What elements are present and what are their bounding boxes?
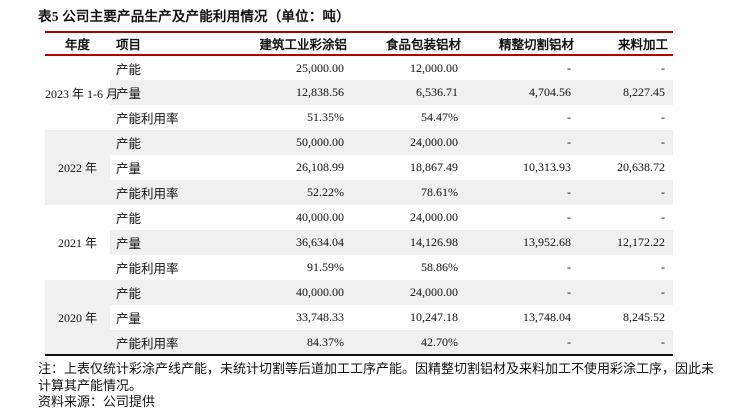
year-cell: 2023 年 1-6 月 <box>45 55 118 130</box>
value-cell: 54.47% <box>352 105 466 130</box>
value-cell: - <box>466 180 579 205</box>
item-cell: 产能 <box>110 280 222 305</box>
header-row: 年度 项目 建筑工业彩涂铝 食品包装铝材 精整切割铝材 来料加工 <box>45 32 673 56</box>
value-cell: - <box>579 55 673 80</box>
table-row: 2022 年 产能 50,000.00 24,000.00 - - <box>45 130 673 205</box>
year-cell: 2022 年 <box>45 130 110 205</box>
column-header-incoming-processing: 来料加工 <box>579 32 673 56</box>
value-cell: 12,000.00 <box>352 55 466 80</box>
table-row: 2020 年 产能 40,000.00 24,000.00 - - <box>45 280 673 355</box>
value-cell: 36,634.04 <box>222 230 352 255</box>
value-cell: 24,000.00 <box>352 205 466 230</box>
capacity-utilization-table: 年度 项目 建筑工业彩涂铝 食品包装铝材 精整切割铝材 来料加工 2023 年 … <box>45 31 673 356</box>
column-header-precision-cutting: 精整切割铝材 <box>466 32 579 56</box>
footnote: 注：上表仅统计彩涂产线产能，未统计切割等后道加工工序产能。因精整切割铝材及来料加… <box>38 361 715 393</box>
item-cell: 产能利用率 <box>110 255 222 280</box>
value-cell: - <box>466 280 579 305</box>
value-cell: - <box>579 255 673 280</box>
table-row: 产量 36,634.04 14,126.98 13,952.68 12,172.… <box>45 230 673 255</box>
column-header-item: 项目 <box>110 32 222 56</box>
value-cell: 24,000.00 <box>352 130 466 155</box>
value-cell: 8,245.52 <box>579 305 673 330</box>
value-cell: - <box>466 130 579 155</box>
value-cell: - <box>466 255 579 280</box>
value-cell: 13,748.04 <box>466 305 579 330</box>
table-row: 产能利用率 84.37% 42.70% - - <box>45 330 673 355</box>
value-cell: 25,000.00 <box>222 55 352 80</box>
value-cell: - <box>579 280 673 305</box>
value-cell: 40,000.00 <box>222 280 352 305</box>
value-cell: - <box>466 55 579 80</box>
item-cell: 产能 <box>110 55 222 80</box>
table-row: 2023 年 1-6 月 产能 25,000.00 12,000.00 - - <box>45 55 673 130</box>
item-cell: 产能利用率 <box>110 105 222 130</box>
value-cell: 42.70% <box>352 330 466 355</box>
value-cell: - <box>579 180 673 205</box>
item-cell: 产量 <box>110 80 222 105</box>
value-cell: 91.59% <box>222 255 352 280</box>
value-cell: 10,313.93 <box>466 155 579 180</box>
item-cell: 产量 <box>110 155 222 180</box>
value-cell: - <box>579 130 673 155</box>
value-cell: 50,000.00 <box>222 130 352 155</box>
value-cell: 8,227.45 <box>579 80 673 105</box>
table-row: 产量 26,108.99 18,867.49 10,313.93 20,638.… <box>45 155 673 180</box>
item-cell: 产能 <box>110 205 222 230</box>
table-row: 产能利用率 91.59% 58.86% - - <box>45 255 673 280</box>
value-cell: - <box>579 205 673 230</box>
value-cell: 51.35% <box>222 105 352 130</box>
value-cell: 33,748.33 <box>222 305 352 330</box>
table-title: 表5 公司主要产品生产及产能利用情况（单位：吨） <box>38 9 350 24</box>
table-row: 产能利用率 52.22% 78.61% - - <box>45 180 673 205</box>
value-cell: - <box>466 105 579 130</box>
value-cell: 14,126.98 <box>352 230 466 255</box>
table-row: 产能利用率 51.35% 54.47% - - <box>45 105 673 130</box>
value-cell: 4,704.56 <box>466 80 579 105</box>
year-cell: 2020 年 <box>45 280 110 355</box>
value-cell: 84.37% <box>222 330 352 355</box>
column-header-year: 年度 <box>45 32 110 56</box>
column-header-food-packaging: 食品包装铝材 <box>352 32 466 56</box>
table-row: 产量 12,838.56 6,536.71 4,704.56 8,227.45 <box>45 80 673 105</box>
value-cell: 58.86% <box>352 255 466 280</box>
value-cell: 6,536.71 <box>352 80 466 105</box>
item-cell: 产能 <box>110 130 222 155</box>
item-cell: 产量 <box>110 230 222 255</box>
value-cell: 24,000.00 <box>352 280 466 305</box>
value-cell: 13,952.68 <box>466 230 579 255</box>
value-cell: 12,172.22 <box>579 230 673 255</box>
value-cell: 78.61% <box>352 180 466 205</box>
value-cell: 18,867.49 <box>352 155 466 180</box>
year-cell: 2021 年 <box>45 205 110 280</box>
value-cell: 52.22% <box>222 180 352 205</box>
value-cell: 40,000.00 <box>222 205 352 230</box>
table-row: 产量 33,748.33 10,247.18 13,748.04 8,245.5… <box>45 305 673 330</box>
item-cell: 产能利用率 <box>110 330 222 355</box>
value-cell: - <box>579 105 673 130</box>
value-cell: 12,838.56 <box>222 80 352 105</box>
value-cell: 26,108.99 <box>222 155 352 180</box>
column-header-coated-aluminum: 建筑工业彩涂铝 <box>222 32 352 56</box>
table-row: 2021 年 产能 40,000.00 24,000.00 - - <box>45 205 673 280</box>
item-cell: 产量 <box>110 305 222 330</box>
value-cell: 20,638.72 <box>579 155 673 180</box>
source-note: 资料来源：公司提供 <box>38 394 156 409</box>
value-cell: - <box>466 205 579 230</box>
value-cell: - <box>466 330 579 355</box>
item-cell: 产能利用率 <box>110 180 222 205</box>
value-cell: - <box>579 330 673 355</box>
value-cell: 10,247.18 <box>352 305 466 330</box>
